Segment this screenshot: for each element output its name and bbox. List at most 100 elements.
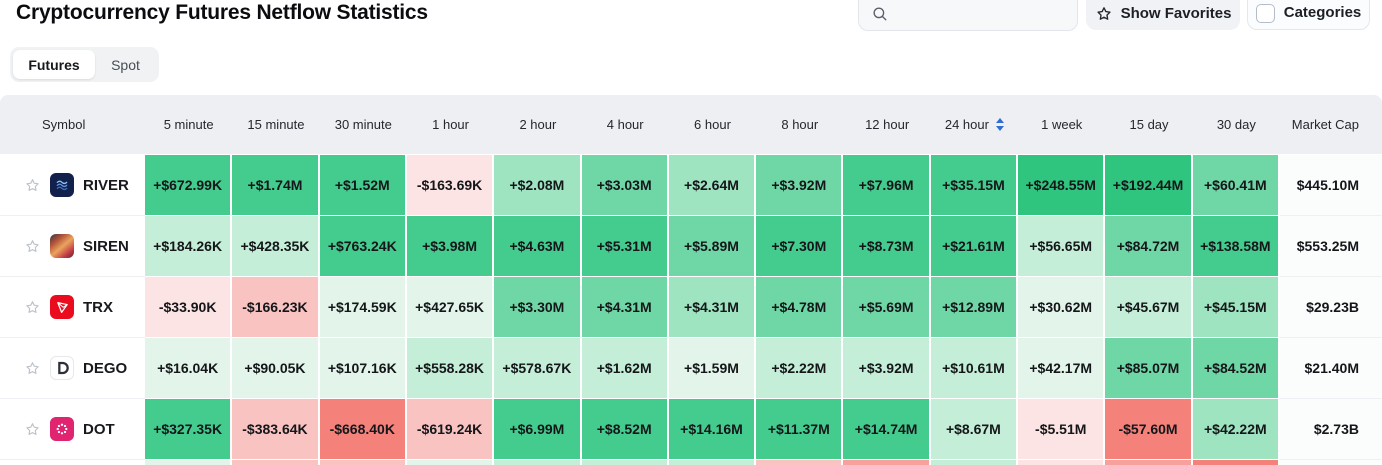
favorite-star-icon[interactable] [24,421,41,438]
netflow-cell-8-hour [756,460,844,465]
coin-cell-partial[interactable] [0,460,145,465]
netflow-cell-24-hour: +$8.67M [930,399,1019,460]
column-header-15-day[interactable]: 15 day [1105,95,1193,155]
market-cap-cell: $553.25M [1280,216,1382,277]
favorite-star-icon[interactable] [24,177,41,194]
netflow-cell-2-hour: +$3.30M [494,277,582,338]
column-header-15-minute[interactable]: 15 minute [232,95,320,155]
column-header-label: 4 hour [606,117,644,132]
netflow-cell-15-minute [232,460,320,465]
netflow-cell-15-minute: -$383.64K [232,399,320,460]
netflow-cell-2-hour [494,460,582,465]
column-header-12-hour[interactable]: 12 hour [843,95,931,155]
page-title: Cryptocurrency Futures Netflow Statistic… [16,1,428,24]
netflow-cell-1-week: +$248.55M [1018,155,1106,216]
column-header-30-minute[interactable]: 30 minute [319,95,407,155]
column-header-label: 15 day [1129,117,1169,132]
netflow-cell-2-hour: +$578.67K [494,338,582,399]
coin-cell-dego[interactable]: DEGO [0,338,145,399]
siren-coin-logo [50,234,74,258]
tab-futures[interactable]: Futures [13,50,95,79]
netflow-cell-12-hour: +$5.69M [843,277,931,338]
netflow-cell-30-day [1192,460,1280,465]
column-header-1-week[interactable]: 1 week [1018,95,1106,155]
netflow-cell-2-hour: +$2.08M [494,155,582,216]
coin-symbol: RIVER [83,176,129,194]
search-input[interactable] [897,3,1078,23]
netflow-cell-30-minute: +$763.24K [319,216,407,277]
coin-symbol: DEGO [83,359,128,377]
coin-cell-trx[interactable]: TRX [0,277,145,338]
netflow-cell-5-minute [145,460,233,465]
netflow-cell-8-hour: +$3.92M [756,155,844,216]
coin-cell-siren[interactable]: SIREN [0,216,145,277]
netflow-cell-5-minute: +$184.26K [145,216,233,277]
netflow-cell-30-day: +$84.52M [1192,338,1280,399]
search-icon [871,5,889,23]
column-header-30-day[interactable]: 30 day [1192,95,1280,155]
categories-checkbox[interactable] [1255,4,1275,23]
favorite-star-icon[interactable] [24,238,41,255]
market-type-tabs: Futures Spot [10,47,159,82]
netflow-cell-15-day: +$45.67M [1105,277,1193,338]
column-header-5-minute[interactable]: 5 minute [145,95,233,155]
column-header-market-cap[interactable]: Market Cap [1280,95,1382,155]
column-header-label: 12 hour [865,117,910,132]
search-box[interactable] [858,0,1078,31]
netflow-cell-5-minute: +$16.04K [145,338,233,399]
column-header-label: 24 hour [944,117,989,132]
netflow-cell-30-minute: -$668.40K [319,399,407,460]
coin-cell-river[interactable]: RIVER [0,155,145,216]
netflow-cell-8-hour: +$2.22M [756,338,844,399]
column-header-label: 30 day [1216,117,1256,132]
netflow-cell-1-week: -$5.51M [1018,399,1106,460]
column-header-symbol[interactable]: Symbol [0,95,145,155]
favorite-star-icon[interactable] [24,360,41,377]
netflow-cell-5-minute: +$672.99K [145,155,233,216]
netflow-cell-30-day: +$138.58M [1192,216,1280,277]
dot-coin-logo [50,417,74,441]
dego-coin-logo [50,356,74,380]
netflow-cell-1-hour: +$427.65K [406,277,495,338]
market-cap-cell: $21.40M [1280,338,1382,399]
netflow-cell-4-hour: +$4.31M [581,277,669,338]
netflow-cell-1-week: +$56.65M [1018,216,1106,277]
netflow-cell-30-day: +$45.15M [1192,277,1280,338]
categories-button[interactable]: Categories [1247,0,1370,30]
netflow-cell-15-day: +$192.44M [1105,155,1193,216]
netflow-cell-15-minute: +$1.74M [232,155,320,216]
column-header-24-hour[interactable]: 24 hour [930,95,1019,155]
netflow-cell-15-day: +$84.72M [1105,216,1193,277]
column-header-2-hour[interactable]: 2 hour [494,95,582,155]
netflow-cell-24-hour: +$12.89M [930,277,1019,338]
show-favorites-button[interactable]: Show Favorites [1086,0,1240,30]
column-header-4-hour[interactable]: 4 hour [581,95,669,155]
column-header-label: 1 week [1041,117,1083,132]
netflow-cell-15-day: -$57.60M [1105,399,1193,460]
column-header-8-hour[interactable]: 8 hour [756,95,844,155]
netflow-cell-4-hour: +$1.62M [581,338,669,399]
market-cap-cell: $29.23B [1280,277,1382,338]
tab-spot[interactable]: Spot [111,56,140,73]
column-header-1-hour[interactable]: 1 hour [406,95,495,155]
column-header-6-hour[interactable]: 6 hour [668,95,757,155]
netflow-cell-4-hour: +$3.03M [581,155,669,216]
coin-cell-dot[interactable]: DOT [0,399,145,460]
netflow-cell-1-hour: +$558.28K [406,338,495,399]
netflow-cell-6-hour: +$2.64M [668,155,757,216]
netflow-cell-30-day: +$60.41M [1192,155,1280,216]
netflow-cell-15-minute: +$428.35K [232,216,320,277]
netflow-cell-1-hour [406,460,495,465]
table-row: TRX -$33.90K -$166.23K +$174.59K +$427.65K +$… [0,277,1382,338]
netflow-cell-1-week [1018,460,1106,465]
netflow-cell-1-week: +$30.62M [1018,277,1106,338]
column-header-label: 5 minute [163,117,214,132]
table-header-row: Symbol 5 minute 15 minute 30 minute 1 hour 2 … [0,95,1382,155]
netflow-cell-6-hour: +$5.89M [668,216,757,277]
column-header-label: 1 hour [432,117,469,132]
favorite-star-icon[interactable] [24,299,41,316]
sort-icon[interactable] [995,118,1004,131]
netflow-cell-12-hour: +$14.74M [843,399,931,460]
netflow-cell-5-minute: +$327.35K [145,399,233,460]
